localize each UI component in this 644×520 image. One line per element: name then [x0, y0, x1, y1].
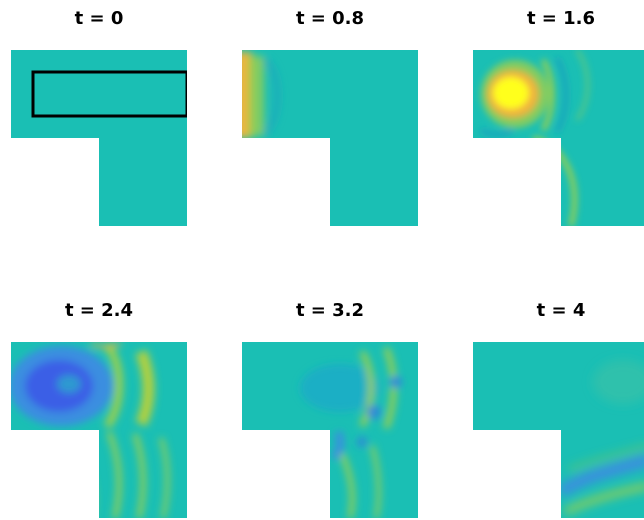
domain-field — [242, 342, 418, 518]
panel-t0-8: t = 0.8 — [242, 7, 418, 226]
domain-field — [11, 50, 187, 226]
domain-field — [473, 50, 644, 226]
panel-title: t = 0.8 — [295, 8, 365, 29]
panel-t4: t = 4 — [473, 299, 644, 518]
panel-title: t = 0 — [74, 8, 124, 29]
region-box — [31, 70, 187, 118]
panel-t3-2: t = 3.2 — [242, 299, 418, 518]
panel-t2-4: t = 2.4 — [11, 299, 187, 518]
domain-field — [242, 50, 418, 226]
panel-title: t = 3.2 — [295, 300, 365, 321]
domain-field — [473, 342, 644, 518]
panel-title: t = 2.4 — [64, 300, 134, 321]
panel-title: t = 1.6 — [526, 8, 596, 29]
panel-t0: t = 0 — [11, 7, 187, 226]
panel-title: t = 4 — [536, 300, 586, 321]
domain-field — [11, 342, 187, 518]
panel-t1-6: t = 1.6 — [473, 7, 644, 226]
